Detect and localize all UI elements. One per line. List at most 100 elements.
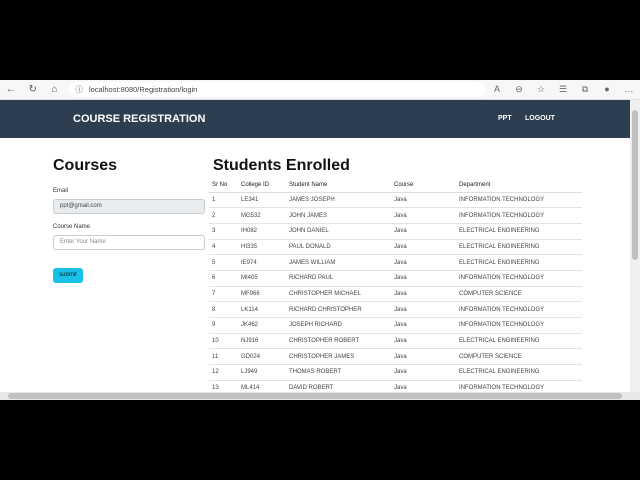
collections-icon[interactable]: ⧉	[581, 84, 589, 94]
table-row: 5 IE974 JAMES WILLIAM Java ELECTRICAL ENGINE…	[209, 254, 582, 271]
table-cell: CHRISTOPHER JAMES	[286, 348, 391, 366]
table-cell: CHRISTOPHER MICHAEL	[286, 286, 391, 303]
browser-toolbar: ← ↻ ⌂ ⓘ localhost:8080/Registration/login…	[0, 80, 640, 100]
table-cell: Java	[391, 348, 456, 366]
table-cell: 6	[209, 270, 238, 287]
table-cell: Java	[391, 207, 456, 224]
browser-window: ← ↻ ⌂ ⓘ localhost:8080/Registration/login…	[0, 80, 640, 400]
nav-link-ppt[interactable]: PPT	[498, 115, 512, 122]
course-name-label: Course Name	[53, 224, 91, 230]
table-cell: RICHARD PAUL	[286, 270, 391, 287]
navbar: COURSE REGISTRATION PPT LOGOUT	[0, 100, 630, 138]
table-cell: JAMES JOSEPH	[286, 192, 391, 209]
table-cell: THOMAS ROBERT	[286, 364, 391, 381]
table-cell: PAUL DONALD	[286, 239, 391, 256]
table-cell: Java	[391, 192, 456, 209]
address-bar[interactable]: ⓘ localhost:8080/Registration/login	[69, 82, 486, 97]
home-icon[interactable]: ⌂	[51, 84, 58, 95]
table-cell: 10	[209, 333, 238, 350]
table-cell: Java	[391, 333, 456, 350]
table-cell: IH082	[238, 223, 286, 240]
favorite-icon[interactable]: ☆	[536, 84, 546, 94]
students-title: Students Enrolled	[213, 157, 350, 174]
column-header: Student Name	[286, 178, 391, 193]
courses-title: Courses	[53, 157, 118, 174]
table-cell: JAMES WILLIAM	[286, 254, 391, 271]
more-icon[interactable]: …	[624, 84, 634, 94]
table-cell: 4	[209, 239, 238, 256]
url-text: localhost:8080/Registration/login	[88, 85, 198, 94]
table-cell: Java	[391, 364, 456, 381]
info-icon: ⓘ	[75, 85, 83, 94]
table-cell: INFORMATION TECHNOLOGY	[456, 207, 582, 224]
table-cell: 2	[209, 207, 238, 224]
table-cell: ELECTRICAL ENGINEERING	[456, 223, 582, 240]
table-cell: HI335	[238, 239, 286, 256]
table-cell: LE341	[238, 192, 286, 209]
table-cell: COMPUTER SCIENCE	[456, 348, 582, 366]
table-cell: INFORMATION TECHNOLOGY	[456, 301, 582, 318]
table-cell: JOSEPH RICHARD	[286, 317, 391, 334]
table-cell: 11	[209, 348, 238, 366]
table-cell: ELECTRICAL ENGINEERING	[456, 364, 582, 381]
table-cell: 9	[209, 317, 238, 334]
column-header: College ID	[238, 178, 286, 193]
email-field[interactable]: ppt@gmail.com	[53, 199, 205, 214]
table-cell: INFORMATION TECHNOLOGY	[456, 192, 582, 209]
column-header: Sr No	[209, 178, 238, 193]
table-row: 2 MG532 JOHN JAMES Java INFORMATION TECHNOLO…	[209, 207, 582, 224]
nav-link-logout[interactable]: LOGOUT	[525, 115, 555, 122]
table-cell: 5	[209, 254, 238, 271]
table-cell: INFORMATION TECHNOLOGY	[456, 270, 582, 287]
table-cell: Java	[391, 223, 456, 240]
table-cell: 1	[209, 192, 238, 209]
table-cell: ELECTRICAL ENGINEERING	[456, 333, 582, 350]
horizontal-scrollbar[interactable]	[0, 392, 640, 400]
table-row: 4 HI335 PAUL DONALD Java ELECTRICAL ENGINEER…	[209, 239, 582, 256]
table-cell: Java	[391, 286, 456, 303]
column-header: Department	[456, 178, 582, 193]
course-name-input[interactable]: Enter Your Name	[53, 235, 205, 250]
table-cell: Java	[391, 239, 456, 256]
table-row: 12 LJ949 THOMAS ROBERT Java ELECTRICAL ENGIN…	[209, 364, 582, 381]
table-row: 7 MF966 CHRISTOPHER MICHAEL Java COMPUTER SC…	[209, 286, 582, 303]
table-cell: 12	[209, 364, 238, 381]
table-cell: 7	[209, 286, 238, 303]
zoom-icon[interactable]: ⊖	[515, 84, 523, 94]
table-cell: Java	[391, 301, 456, 318]
table-cell: JOHN DANIEL	[286, 223, 391, 240]
vertical-scrollbar[interactable]	[630, 100, 640, 392]
table-row: 3 IH082 JOHN DANIEL Java ELECTRICAL ENGINEER…	[209, 223, 582, 240]
scroll-thumb[interactable]	[632, 110, 638, 260]
table-row: 9 JK462 JOSEPH RICHARD Java INFORMATION TECH…	[209, 317, 582, 334]
table-row: 1 LE341 JAMES JOSEPH Java INFORMATION TECHNO…	[209, 192, 582, 209]
table-row: 6 MI405 RICHARD PAUL Java INFORMATION TECHNO…	[209, 270, 582, 287]
table-row: 8 LK114 RICHARD CHRISTOPHER Java INFORMATION…	[209, 301, 582, 318]
table-cell: MF966	[238, 286, 286, 303]
table-cell: JK462	[238, 317, 286, 334]
table-cell: NJ916	[238, 333, 286, 350]
table-cell: RICHARD CHRISTOPHER	[286, 301, 391, 318]
refresh-icon[interactable]: ↻	[28, 84, 37, 95]
brand[interactable]: COURSE REGISTRATION	[73, 113, 206, 125]
table-cell: LK114	[238, 301, 286, 318]
table-cell: CHRISTOPHER ROBERT	[286, 333, 391, 350]
submit-button[interactable]: submit	[53, 268, 83, 283]
table-cell: INFORMATION TECHNOLOGY	[456, 317, 582, 334]
table-cell: IE974	[238, 254, 286, 271]
favorites-icon[interactable]: ☰	[558, 84, 568, 94]
read-aloud-icon[interactable]: A	[493, 84, 500, 94]
table-cell: Java	[391, 270, 456, 287]
email-label: Email	[53, 188, 69, 194]
table-cell: 3	[209, 223, 238, 240]
table-cell: ELECTRICAL ENGINEERING	[456, 239, 582, 256]
table-cell: MG532	[238, 207, 286, 224]
profile-avatar[interactable]: ●	[604, 84, 610, 94]
column-header: Course	[391, 178, 456, 193]
table-row: 11 GD024 CHRISTOPHER JAMES Java COMPUTER SCI…	[209, 348, 582, 366]
table-cell: MI405	[238, 270, 286, 287]
table-cell: COMPUTER SCIENCE	[456, 286, 582, 303]
back-icon[interactable]: ←	[5, 84, 16, 95]
scroll-thumb[interactable]	[8, 393, 622, 399]
table-cell: ELECTRICAL ENGINEERING	[456, 254, 582, 271]
